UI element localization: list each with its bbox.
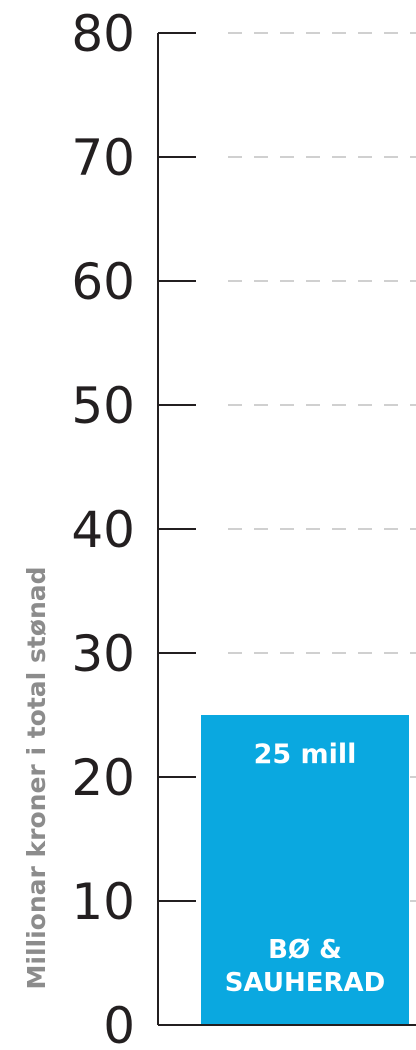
y-tick-label-20: 20 — [71, 749, 135, 807]
bar-category-label-0-0: BØ & — [268, 935, 342, 965]
bar-0 — [201, 715, 409, 1025]
bar-value-label-0: 25 mill — [254, 739, 357, 770]
bar-category-label-0-1: SAUHERAD — [225, 968, 385, 998]
bars: 25 mill BØ &SAUHERAD — [201, 715, 409, 1025]
y-tick-label-10: 10 — [71, 873, 135, 931]
y-tick-label-60: 60 — [71, 253, 135, 311]
y-tick-labels: 0 10 20 30 40 50 60 70 80 — [71, 5, 135, 1050]
y-axis-label: Millionar kroner i total stønad — [22, 566, 51, 989]
y-tick-label-80: 80 — [71, 5, 135, 63]
y-axis — [157, 32, 416, 1026]
y-tick-label-70: 70 — [71, 129, 135, 187]
y-tick-label-40: 40 — [71, 501, 135, 559]
y-tick-label-30: 30 — [71, 625, 135, 683]
y-tick-label-0: 0 — [103, 997, 135, 1050]
y-tick-label-50: 50 — [71, 377, 135, 435]
